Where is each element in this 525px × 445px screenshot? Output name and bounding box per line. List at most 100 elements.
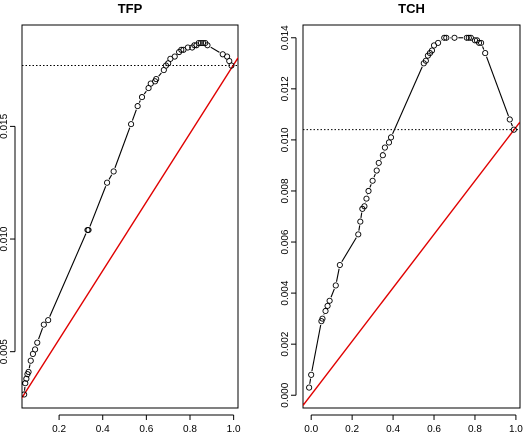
series-segment xyxy=(309,378,312,384)
series-segment xyxy=(114,127,131,169)
data-point xyxy=(332,282,339,289)
series-segment xyxy=(38,328,44,340)
series-segment xyxy=(373,173,376,178)
y-tick-label: 0.000 xyxy=(280,382,291,407)
x-tick-label: 0.4 xyxy=(386,424,400,435)
series-segment xyxy=(369,184,372,188)
data-point xyxy=(476,39,483,46)
data-point xyxy=(23,375,30,382)
y-tick-label: 0.010 xyxy=(280,127,291,152)
series-segment xyxy=(360,212,363,218)
data-point xyxy=(308,371,315,378)
y-tick-label: 0.010 xyxy=(0,226,10,251)
data-point xyxy=(387,134,395,141)
y-tick-label: 0.004 xyxy=(280,280,291,305)
y-tick-label: 0.008 xyxy=(280,178,291,203)
data-point xyxy=(319,315,326,322)
panel-tfp: TFP 0.2 0.4 0.6 0.8 1.0 0.005 0.010 0.015 xyxy=(0,1,241,435)
series-segment xyxy=(341,237,357,263)
series-segment xyxy=(380,158,382,160)
data-point xyxy=(171,53,178,60)
series-segment xyxy=(510,122,513,127)
data-point xyxy=(27,357,34,364)
x-tick-label: 1.0 xyxy=(509,424,523,435)
data-point xyxy=(451,34,458,41)
data-point xyxy=(373,167,380,174)
data-point xyxy=(322,307,329,315)
series-segment xyxy=(158,72,162,77)
series-segment xyxy=(108,174,113,180)
data-point xyxy=(138,94,146,101)
data-point xyxy=(510,126,517,133)
series-segment xyxy=(131,109,137,121)
plot-frame xyxy=(302,24,521,409)
chart-title: TCH xyxy=(398,1,425,16)
diagonal-line xyxy=(303,121,520,406)
y-tick-label: 0.002 xyxy=(280,331,291,356)
series-segment xyxy=(335,268,340,282)
data-point xyxy=(336,261,343,269)
data-point xyxy=(324,302,331,309)
data-point xyxy=(184,44,191,51)
data-point xyxy=(104,179,111,186)
series-segment xyxy=(138,100,141,103)
series-segment xyxy=(311,324,322,372)
data-point xyxy=(22,380,29,387)
data-point xyxy=(422,57,429,64)
data-point xyxy=(326,297,333,304)
x-tick-label: 0.8 xyxy=(183,424,197,435)
data-point xyxy=(32,346,39,353)
data-point xyxy=(381,144,388,151)
data-point xyxy=(478,39,485,46)
series-segment xyxy=(392,66,423,135)
panel-tch: TCH 0.0 0.2 0.4 0.6 0.8 1.0 0.000 0.002 0.004 0.00… xyxy=(280,1,523,435)
data-point xyxy=(25,368,32,376)
x-tick-label: 1.0 xyxy=(227,424,241,435)
data-point xyxy=(379,152,386,159)
y-tick-label: 0.012 xyxy=(280,76,291,101)
data-point xyxy=(435,39,442,46)
data-point xyxy=(178,46,185,53)
data-point xyxy=(465,34,472,41)
data-point xyxy=(85,226,92,234)
data-point xyxy=(357,218,364,225)
data-point xyxy=(110,168,117,175)
data-point xyxy=(441,34,448,41)
data-point xyxy=(363,195,370,202)
x-tick-label: 0.6 xyxy=(139,424,153,435)
data-point xyxy=(361,203,368,210)
series-segment xyxy=(143,90,147,95)
data-point xyxy=(369,177,376,184)
series-segment xyxy=(482,46,485,50)
series-segment xyxy=(49,233,87,317)
data-point xyxy=(365,187,372,195)
y-tick-label: 0.006 xyxy=(280,229,291,254)
y-tick-label: 0.015 xyxy=(0,113,10,138)
chart-title: TFP xyxy=(118,1,143,16)
data-point xyxy=(40,321,47,328)
plot-frame xyxy=(21,24,239,409)
plot-area xyxy=(303,34,520,406)
x-tick-label: 0.6 xyxy=(427,424,441,435)
y-tick-label: 0.005 xyxy=(0,339,10,364)
data-point xyxy=(45,317,52,324)
x-tick-label: 0.4 xyxy=(96,424,110,435)
data-point xyxy=(134,103,141,110)
data-point xyxy=(443,34,450,41)
data-point xyxy=(128,121,135,128)
data-point xyxy=(482,50,489,57)
series-segment xyxy=(210,46,220,53)
series-segment xyxy=(28,364,31,369)
x-tick-label: 0.2 xyxy=(52,424,66,435)
data-point xyxy=(506,116,513,123)
data-point xyxy=(204,42,211,49)
data-point xyxy=(197,39,204,47)
data-point xyxy=(355,231,362,238)
diagonal-line xyxy=(22,56,238,400)
series-segment xyxy=(330,288,335,298)
x-tick-label: 0.8 xyxy=(468,424,482,435)
data-point xyxy=(195,39,202,47)
x-tick-label: 0.0 xyxy=(304,424,318,435)
data-point xyxy=(463,34,470,41)
